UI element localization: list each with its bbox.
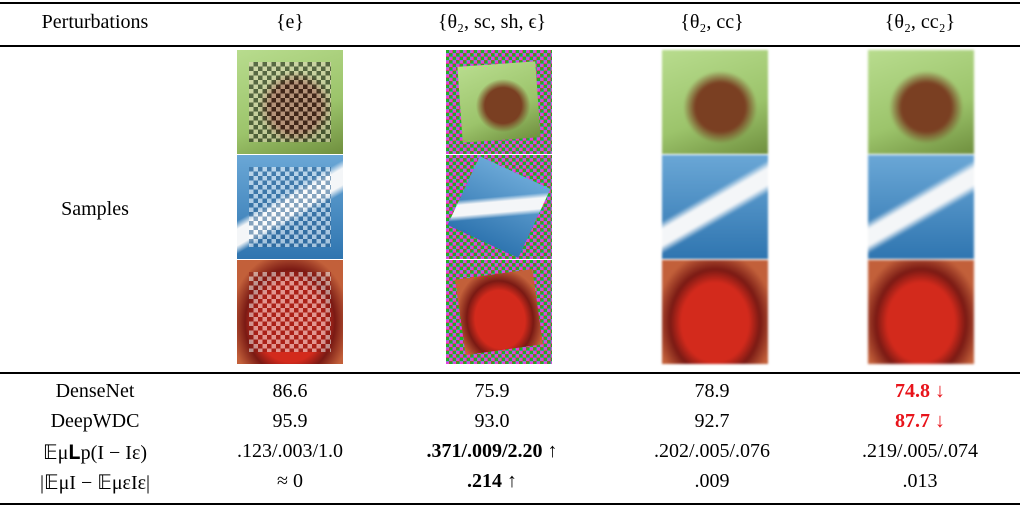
header-cell: Perturbations [42, 11, 149, 34]
row-label: DenseNet [56, 380, 135, 403]
table-cell: .009 [695, 470, 730, 493]
bottom-rule [0, 503, 1020, 505]
sample-image [237, 50, 343, 154]
table-cell: 78.9 [695, 380, 730, 403]
sample-image [446, 50, 552, 154]
header-rule [0, 45, 1020, 47]
sample-image [662, 155, 768, 259]
table-cell: ≈ 0 [277, 470, 303, 493]
samples-label: Samples [61, 198, 129, 221]
row-label: |𝔼μI − 𝔼μεIε| [40, 470, 150, 495]
table-cell: 75.9 [475, 380, 510, 403]
row-label: 𝔼μ𝐋p(I − Iε) [43, 440, 147, 465]
table-cell: 86.6 [273, 380, 308, 403]
table-cell: .202/.005/.076 [654, 440, 770, 463]
sample-image [662, 260, 768, 364]
page: Samples (() => { const data = JSON.parse… [0, 0, 1020, 506]
table-cell: .214 ↑ [467, 470, 517, 493]
sample-image [237, 155, 343, 259]
sample-image [868, 155, 974, 259]
sample-image [237, 260, 343, 364]
table-cell: .219/.005/.074 [862, 440, 978, 463]
sample-image [446, 155, 552, 259]
table-cell: 74.8 ↓ [895, 380, 945, 403]
sample-image [868, 260, 974, 364]
sample-image [446, 260, 552, 364]
header-cell: {θ₂, cc₂} [885, 11, 955, 34]
table-cell: 93.0 [475, 410, 510, 433]
row-label: DeepWDC [51, 410, 140, 433]
sample-image [662, 50, 768, 154]
header-cell: {θ₂, cc} [680, 11, 744, 34]
table-cell: .123/.003/1.0 [237, 440, 343, 463]
header-cell: {e} [276, 11, 304, 34]
sample-image [868, 50, 974, 154]
table-cell: 95.9 [273, 410, 308, 433]
samples-rule [0, 372, 1020, 374]
table-cell: .013 [903, 470, 938, 493]
table-cell: .371/.009/2.20 ↑ [426, 440, 557, 463]
top-rule [0, 2, 1020, 4]
table-cell: 87.7 ↓ [895, 410, 945, 433]
table-cell: 92.7 [695, 410, 730, 433]
header-cell: {θ₂, sc, sh, ϵ} [438, 11, 546, 34]
